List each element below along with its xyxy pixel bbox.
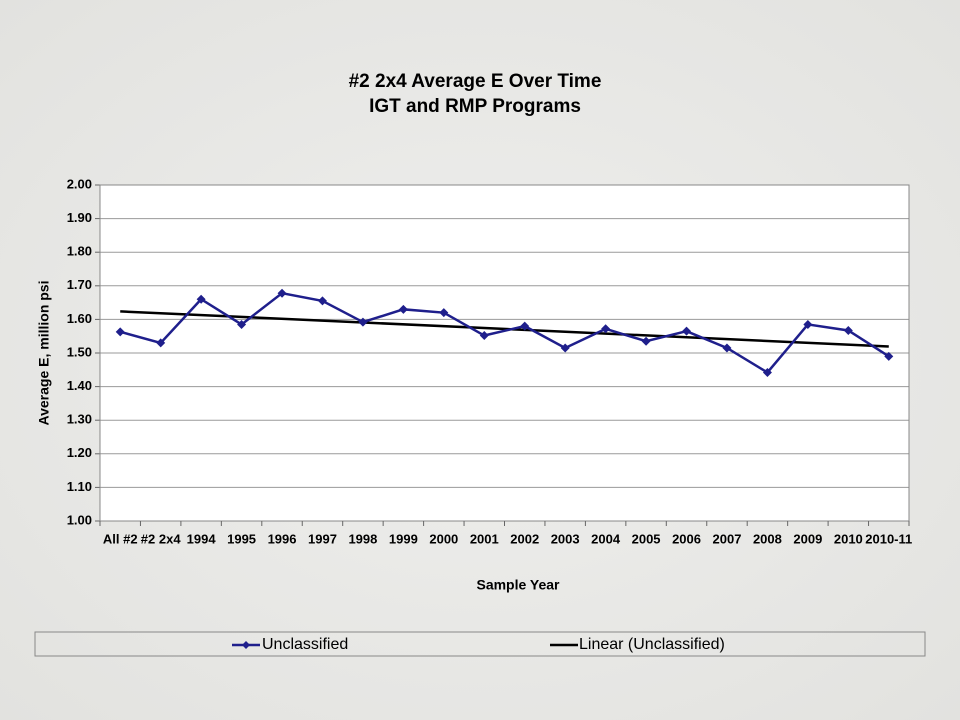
y-tick-label: 1.20 [67,445,92,460]
y-tick-label: 1.90 [67,210,92,225]
x-tick-label: 2001 [470,531,499,546]
y-tick-label: 1.00 [67,512,92,527]
data-point [560,343,570,353]
x-tick-label: 2002 [510,531,539,546]
data-point [682,326,692,336]
y-tick-label: 1.70 [67,277,92,292]
x-tick-label: 2009 [793,531,822,546]
data-point [196,294,206,304]
y-tick-label: 1.30 [67,412,92,427]
x-tick-label: 1999 [389,531,418,546]
x-tick-label: 2010-11 [865,531,912,546]
data-point [803,319,813,329]
y-tick-label: 1.50 [67,344,92,359]
trendline [120,310,889,348]
data-point [762,367,772,377]
x-tick-label: 2007 [713,531,742,546]
data-point [722,343,732,353]
x-tick-label: 1994 [187,531,217,546]
data-point [237,319,247,329]
x-tick-label: #2 2x4 [141,531,182,546]
data-point [520,321,530,331]
legend-marker [242,641,250,649]
legend-label: Unclassified [262,636,348,653]
x-tick-label: 2000 [429,531,458,546]
x-tick-label: 1998 [348,531,377,546]
x-tick-label: All #2 [103,531,138,546]
y-tick-label: 1.10 [67,479,92,494]
y-tick-label: 2.00 [67,176,92,191]
data-point [843,325,853,335]
y-tick-label: 1.60 [67,311,92,326]
data-point [358,317,368,327]
data-point [439,308,449,318]
data-point [479,331,489,341]
x-tick-label: 1995 [227,531,256,546]
data-point [156,338,166,348]
x-tick-label: 2004 [591,531,621,546]
data-point [601,324,611,334]
legend-label: Linear (Unclassified) [579,636,725,653]
x-tick-label: 2006 [672,531,701,546]
y-tick-label: 1.80 [67,244,92,259]
x-tick-label: 2005 [632,531,661,546]
x-tick-label: 1996 [268,531,297,546]
data-point [641,336,651,346]
series-line [119,291,890,375]
legend-box [34,631,926,657]
data-point [277,288,287,298]
x-tick-label: 1997 [308,531,337,546]
x-axis-title: Sample Year [476,577,560,593]
data-point [398,304,408,314]
x-tick-label: 2010 [834,531,863,546]
y-tick-label: 1.40 [67,378,92,393]
data-point [884,351,894,361]
y-axis-title: Average E, million psi [36,281,52,426]
data-point [115,327,125,337]
chart-title: #2 2x4 Average E Over Time [349,71,602,92]
x-tick-label: 2008 [753,531,782,546]
chart-subtitle: IGT and RMP Programs [369,96,581,117]
data-point [317,296,327,306]
x-tick-label: 2003 [551,531,580,546]
